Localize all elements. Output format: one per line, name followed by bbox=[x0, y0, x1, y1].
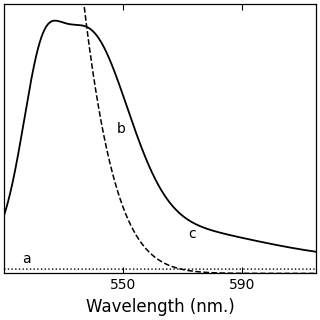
Text: c: c bbox=[188, 228, 196, 241]
X-axis label: Wavelength (nm.): Wavelength (nm.) bbox=[86, 298, 234, 316]
Text: b: b bbox=[117, 123, 126, 136]
Text: a: a bbox=[22, 252, 31, 266]
